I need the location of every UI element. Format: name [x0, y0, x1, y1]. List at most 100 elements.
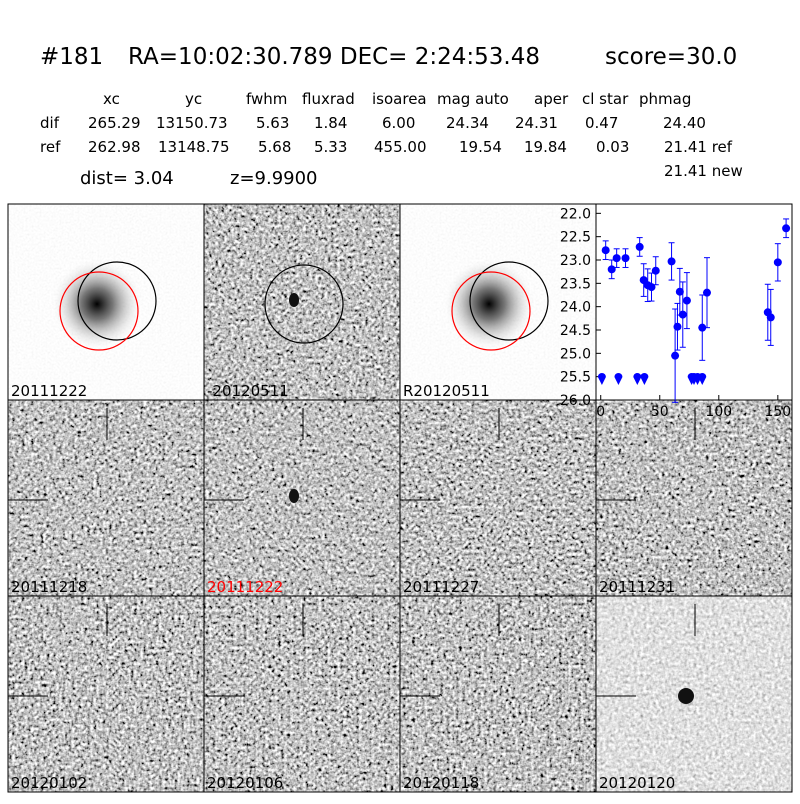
panel-label: 20111222	[207, 578, 283, 596]
table-cell: 13150.73	[156, 114, 228, 132]
cutout-image	[204, 400, 400, 596]
y-tick-label: 23.5	[560, 276, 591, 292]
cutout-image	[204, 204, 400, 400]
column-header: fluxrad	[302, 90, 355, 108]
distance: dist= 3.04	[80, 168, 174, 189]
y-tick-label: 25.5	[560, 370, 591, 386]
data-point	[635, 242, 644, 251]
cutout-image	[204, 596, 400, 792]
column-header: cl star	[582, 90, 629, 108]
row-label: ref	[40, 138, 61, 156]
redshift: z=9.9900	[230, 168, 318, 189]
table-cell: 6.00	[382, 114, 415, 132]
ref-circle	[264, 264, 344, 344]
data-point	[651, 266, 660, 275]
table-cell: 13148.75	[158, 138, 230, 156]
source	[678, 688, 694, 704]
table-cell: 265.29	[88, 114, 141, 132]
data-point	[612, 254, 621, 263]
image-panel: 20120120	[595, 595, 793, 793]
column-header: aper	[534, 90, 569, 108]
panel-label: R20120511	[403, 382, 490, 400]
data-point	[675, 287, 684, 296]
data-point	[678, 310, 687, 319]
column-header: phmag	[639, 90, 691, 108]
table-cell: 5.63	[256, 114, 289, 132]
table-cell: 24.40	[663, 114, 706, 132]
panel-label: 20111218	[11, 578, 87, 596]
image-panel: 20111222	[7, 203, 205, 401]
panel-label: 20120106	[207, 774, 283, 792]
red-circle	[451, 271, 531, 351]
data-point	[702, 288, 711, 297]
data-point	[698, 323, 707, 332]
data-point	[682, 296, 691, 305]
candidate-id: #181	[40, 44, 103, 70]
panel-label: 20111231	[599, 578, 675, 596]
column-header: xc	[103, 90, 120, 108]
y-tick-label: 25.0	[560, 346, 591, 362]
y-tick-label: 24.5	[560, 323, 591, 339]
data-point	[766, 313, 775, 322]
table-cell: 455.00	[374, 138, 427, 156]
table-cell: 19.54	[459, 138, 502, 156]
image-panel: 20120106	[203, 595, 401, 793]
upper-limit	[614, 373, 623, 385]
column-header: fwhm	[246, 90, 287, 108]
cutout-image	[596, 400, 792, 596]
image-panel: 20111222	[203, 399, 401, 597]
column-header: yc	[185, 90, 202, 108]
panel-label: -20120511	[207, 382, 289, 400]
cutout-image	[400, 596, 596, 792]
red-circle	[59, 271, 139, 351]
y-tick-label: 22.5	[560, 230, 591, 246]
table-cell: 24.31	[515, 114, 558, 132]
upper-limit	[698, 373, 707, 385]
data-point	[667, 257, 676, 266]
cutout-image	[8, 400, 204, 596]
upper-limit	[633, 373, 642, 385]
plot-area	[595, 203, 793, 401]
y-tick-label: 22.0	[560, 206, 591, 222]
galaxy	[52, 259, 142, 349]
data-point	[607, 265, 616, 274]
table-cell: 5.68	[258, 138, 291, 156]
ref-circle	[469, 261, 549, 341]
panel-label: 20120102	[11, 774, 87, 792]
table-cell: 262.98	[88, 138, 141, 156]
x-tick-label: 50	[651, 404, 669, 420]
source	[289, 489, 299, 503]
data-point	[671, 351, 680, 360]
cutout-image	[596, 596, 792, 792]
row-label: dif	[40, 114, 60, 132]
column-header: isoarea	[372, 90, 427, 108]
data-point	[673, 322, 682, 331]
x-tick-label: 100	[705, 404, 732, 420]
image-panel: -20120511	[203, 203, 401, 401]
column-header: mag auto	[437, 90, 509, 108]
panel-label: 20111222	[11, 382, 87, 400]
image-panel: R20120511	[399, 203, 597, 401]
image-panel: 20111218	[7, 399, 205, 597]
x-tick-label: 150	[764, 404, 791, 420]
panel-label: 20120118	[403, 774, 479, 792]
x-tick-label: 0	[596, 404, 605, 420]
galaxy	[444, 259, 534, 349]
upper-limit	[597, 373, 606, 385]
data-point	[773, 258, 782, 267]
image-panel: 20111227	[399, 399, 597, 597]
data-point	[621, 254, 630, 263]
panel-label: 20111227	[403, 578, 479, 596]
table-cell: 5.33	[314, 138, 347, 156]
ref-circle	[77, 261, 157, 341]
table-cell: 1.84	[314, 114, 347, 132]
data-point	[782, 224, 791, 233]
phmag-new: 21.41 new	[664, 162, 743, 180]
y-tick-label: 24.0	[560, 300, 591, 316]
upper-limit	[640, 373, 649, 385]
cutout-image	[400, 400, 596, 596]
table-cell: 0.47	[585, 114, 618, 132]
table-cell: 19.84	[524, 138, 567, 156]
image-panel: 20111231	[595, 399, 793, 597]
